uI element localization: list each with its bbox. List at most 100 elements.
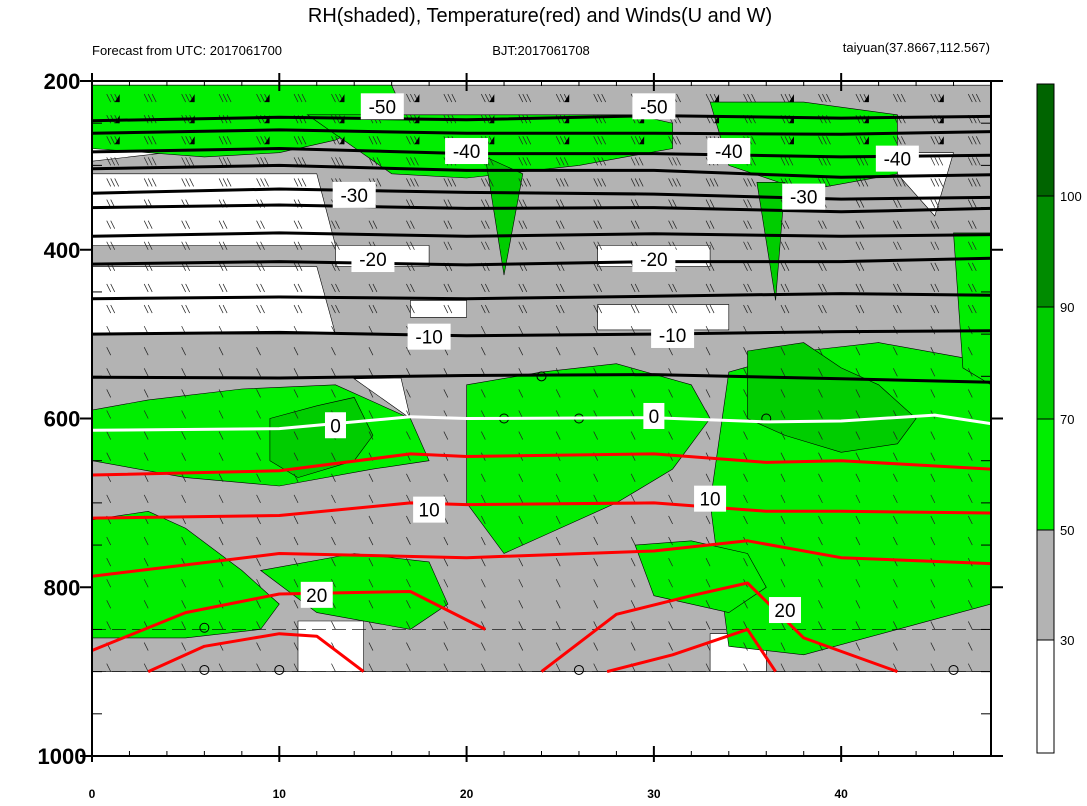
wind-barb <box>301 93 307 103</box>
wind-barb <box>143 410 149 419</box>
wind-barb <box>106 220 112 229</box>
wind-barb <box>147 241 153 250</box>
wind-barb <box>376 157 382 166</box>
wind-barb <box>106 494 112 504</box>
wind-barb <box>368 431 374 440</box>
wind-barb <box>826 93 831 103</box>
wind-barb <box>331 452 336 461</box>
wind-barb <box>555 347 561 356</box>
wind-barb <box>555 389 561 398</box>
wind-barb <box>185 136 190 145</box>
wind-barb <box>480 347 486 356</box>
wind-barb <box>555 473 561 482</box>
wind-barb <box>480 178 486 187</box>
wind-barb <box>181 663 186 672</box>
wind-barb <box>930 663 936 672</box>
wind-barb <box>110 157 116 166</box>
wind-barb <box>897 178 902 187</box>
wind-barb <box>480 93 486 103</box>
rh-region <box>92 84 402 158</box>
wind-barb <box>555 220 561 229</box>
wind-barb <box>443 199 449 208</box>
rh-region <box>269 397 374 478</box>
wind-barb <box>822 93 827 103</box>
wind-barb <box>406 178 411 187</box>
wind-barb <box>818 410 823 419</box>
wind-barb <box>818 473 823 482</box>
wind-barb <box>293 220 299 229</box>
wind-barb <box>218 663 224 672</box>
wind-barb <box>559 199 565 208</box>
wind-barb <box>780 642 786 651</box>
wind-barb <box>855 178 861 187</box>
wind-barb <box>106 178 112 187</box>
wind-barb <box>480 494 486 504</box>
wind-barb <box>368 515 374 525</box>
wind-barb <box>443 494 449 504</box>
wind-barb <box>676 93 681 103</box>
wind-barb <box>518 536 524 546</box>
rh-region <box>410 300 467 318</box>
wind-barb <box>676 157 681 166</box>
wind-barb <box>747 304 752 314</box>
isotherm-label-box <box>707 138 751 165</box>
x-tick-label: 10 <box>273 787 287 801</box>
wind-barb <box>480 600 486 609</box>
wind-barb <box>859 93 865 103</box>
wind-barb <box>143 663 149 672</box>
wind-barb <box>147 136 153 145</box>
wind-barb <box>368 368 374 377</box>
wind-barb <box>143 431 149 440</box>
wind-barb <box>893 347 898 356</box>
wind-barb <box>751 136 756 145</box>
isotherm-line <box>540 581 898 674</box>
wind-barb <box>414 178 419 187</box>
wind-barb <box>705 600 711 609</box>
wind-barb <box>634 304 640 314</box>
wind-barb <box>893 93 898 103</box>
isotherm-label: -10 <box>415 328 442 349</box>
wind-barb <box>181 473 186 482</box>
wind-barb <box>855 136 861 145</box>
wind-barb <box>480 536 486 546</box>
wind-barb <box>443 389 449 398</box>
isotherm-label: -30 <box>340 186 367 207</box>
wind-barb <box>705 178 711 187</box>
wind-barb <box>893 199 898 208</box>
wind-barb <box>522 157 528 166</box>
wind-barb <box>218 452 224 461</box>
wind-barb <box>818 621 823 630</box>
wind-barb <box>331 536 336 546</box>
wind-barb <box>893 220 898 229</box>
wind-barb <box>855 93 861 103</box>
wind-barb <box>930 621 936 630</box>
wind-barb <box>630 136 636 145</box>
wind-barb <box>218 494 224 504</box>
wind-barb <box>967 621 973 630</box>
wind-pennant <box>788 136 794 145</box>
wind-barb <box>743 389 748 398</box>
wind-barb <box>443 579 449 588</box>
wind-barb <box>410 93 415 103</box>
calm-wind-circle <box>948 664 959 675</box>
wind-barb <box>668 178 673 187</box>
wind-barb <box>967 136 973 145</box>
wind-barb <box>780 262 786 272</box>
wind-barb <box>780 579 786 588</box>
rh-region <box>709 101 898 192</box>
wind-barb <box>630 494 636 504</box>
wind-barb <box>368 410 374 419</box>
wind-barb <box>518 136 524 145</box>
wind-barb <box>630 389 636 398</box>
wind-barb <box>967 579 973 588</box>
wind-barb <box>181 536 186 546</box>
wind-barb <box>930 642 936 651</box>
wind-barb <box>222 262 228 272</box>
wind-barb <box>709 178 715 187</box>
wind-barb <box>256 410 261 419</box>
colorbar-label: 70 <box>1060 412 1074 427</box>
wind-barb <box>143 347 149 356</box>
wind-barb <box>297 241 303 250</box>
wind-barb <box>260 262 265 272</box>
